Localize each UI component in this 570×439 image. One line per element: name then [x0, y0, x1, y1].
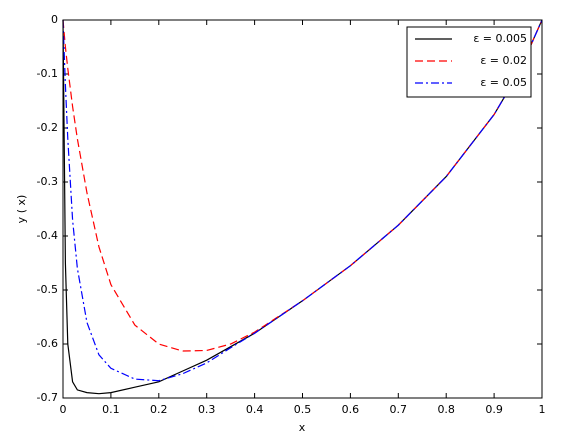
legend-label: ε = 0.005 [473, 32, 527, 45]
x-tick-label: 0.6 [342, 403, 360, 416]
line-series [62, 19, 543, 382]
y-tick-label: -0.7 [37, 391, 58, 404]
y-tick-label: -0.5 [37, 283, 58, 296]
x-tick-label: 0.8 [437, 403, 455, 416]
x-tick-label: 0.2 [150, 403, 168, 416]
x-axis-label: x [299, 421, 306, 434]
y-tick-label: -0.2 [37, 121, 58, 134]
y-tick-label: -0.6 [37, 337, 58, 350]
x-tick-label: 0.9 [485, 403, 503, 416]
legend-label: ε = 0.02 [480, 54, 527, 67]
x-tick-label: 1 [539, 403, 546, 416]
y-tick-label: 0 [51, 13, 58, 26]
legend-label: ε = 0.05 [480, 76, 527, 89]
y-tick-label: -0.3 [37, 175, 58, 188]
y-axis-label: y ( x) [15, 195, 28, 224]
x-tick-label: 0 [60, 403, 67, 416]
x-tick-label: 0.1 [102, 403, 120, 416]
x-tick-label: 0.7 [390, 403, 408, 416]
y-tick-label: -0.4 [37, 229, 58, 242]
x-tick-label: 0.5 [294, 403, 312, 416]
x-tick-label: 0.3 [198, 403, 216, 416]
x-tick-label: 0.4 [246, 403, 264, 416]
y-tick-label: -0.1 [37, 67, 58, 80]
plot-frame [62, 19, 543, 399]
